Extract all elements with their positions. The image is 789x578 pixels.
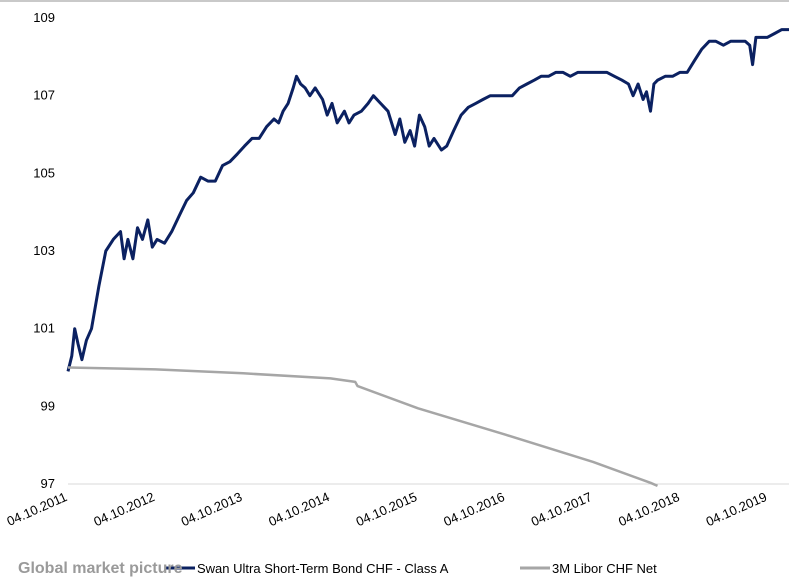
x-tick-label: 04.10.2012 [91, 489, 157, 529]
y-tick-label: 101 [33, 321, 55, 336]
legend: Swan Ultra Short-Term Bond CHF - Class A… [165, 561, 657, 576]
y-tick-label: 103 [33, 243, 55, 258]
x-tick-label: 04.10.2019 [704, 489, 770, 529]
legend-label: Swan Ultra Short-Term Bond CHF - Class A [197, 561, 449, 576]
y-tick-label: 105 [33, 165, 55, 180]
x-tick-label: 04.10.2016 [441, 489, 507, 529]
series-line-swan-fund [68, 30, 789, 372]
legend-label: 3M Libor CHF Net [552, 561, 657, 576]
footer-section-heading: Global market picture [18, 560, 183, 578]
x-tick-label: 04.10.2014 [266, 489, 332, 529]
y-tick-label: 97 [41, 476, 55, 491]
x-tick-label: 04.10.2015 [354, 489, 420, 529]
series-layer [68, 30, 789, 486]
x-tick-label: 04.10.2017 [529, 489, 595, 529]
x-axis-ticks: 04.10.2011 04.10.2012 04.10.2013 04.10.2014… [5, 489, 770, 529]
x-tick-label: 04.10.2011 [5, 489, 70, 529]
y-tick-label: 99 [41, 398, 55, 413]
x-tick-label: 04.10.2013 [179, 489, 245, 529]
y-tick-label: 107 [33, 88, 55, 103]
y-axis-ticks: 97 99 101 103 105 107 109 [33, 10, 55, 491]
y-tick-label: 109 [33, 10, 55, 25]
series-line-libor [68, 368, 658, 486]
x-tick-label: 04.10.2018 [616, 489, 682, 529]
